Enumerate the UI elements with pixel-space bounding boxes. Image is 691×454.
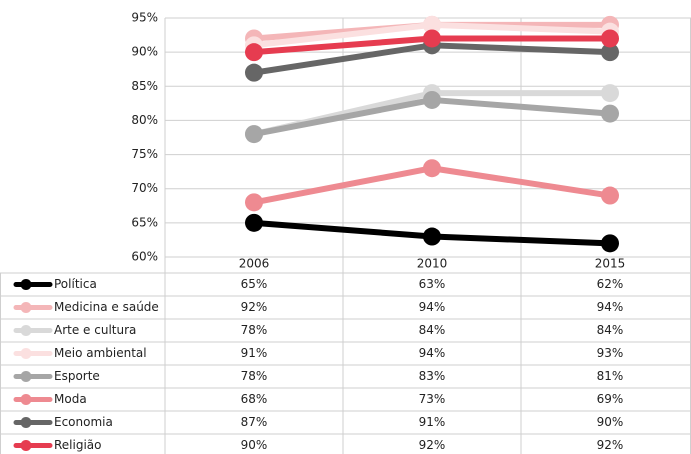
table-cell: 94% xyxy=(597,300,624,314)
legend-label: Arte e cultura xyxy=(54,323,136,337)
data-point xyxy=(245,63,263,82)
table-cell: 91% xyxy=(241,346,268,360)
y-tick-label: 65% xyxy=(131,215,158,229)
table-cell: 68% xyxy=(241,392,268,406)
legend-label: Religião xyxy=(54,438,102,452)
x-tick-label: 2010 xyxy=(417,257,448,271)
y-tick-label: 75% xyxy=(131,147,158,161)
data-point xyxy=(423,29,441,48)
data-point xyxy=(601,84,619,103)
table-cell: 92% xyxy=(241,300,268,314)
x-tick-label: 2015 xyxy=(595,257,626,271)
data-point xyxy=(423,159,441,178)
data-point xyxy=(245,213,263,232)
data-point xyxy=(601,104,619,123)
data-point xyxy=(423,90,441,109)
data-point xyxy=(601,186,619,205)
table-cell: 84% xyxy=(597,323,624,337)
legend-label: Moda xyxy=(54,392,87,406)
data-point xyxy=(601,29,619,48)
legend-marker xyxy=(20,348,32,359)
table-cell: 92% xyxy=(597,438,624,452)
data-point xyxy=(245,193,263,212)
legend-label: Meio ambiental xyxy=(54,346,147,360)
table-cell: 69% xyxy=(597,392,624,406)
legend-marker xyxy=(20,279,32,290)
table-cell: 93% xyxy=(597,346,624,360)
legend-marker xyxy=(20,325,32,336)
table-cell: 90% xyxy=(597,415,624,429)
table-cell: 73% xyxy=(419,392,446,406)
data-point xyxy=(601,234,619,253)
legend-marker xyxy=(20,394,32,405)
data-point xyxy=(423,227,441,246)
table-cell: 63% xyxy=(419,277,446,291)
legend-marker xyxy=(20,371,32,382)
legend-marker xyxy=(20,302,32,313)
table-cell: 92% xyxy=(419,438,446,452)
table-cell: 87% xyxy=(241,415,268,429)
y-tick-label: 95% xyxy=(131,11,158,25)
data-point xyxy=(245,125,263,144)
legend-label: Política xyxy=(54,277,97,291)
legend-label: Economia xyxy=(54,415,113,429)
table-cell: 65% xyxy=(241,277,268,291)
legend-label: Medicina e saúde xyxy=(54,300,159,314)
data-point xyxy=(423,15,441,34)
data-point xyxy=(245,43,263,62)
legend-marker xyxy=(20,440,32,451)
table-cell: 81% xyxy=(597,369,624,383)
x-tick-label: 2006 xyxy=(239,257,270,271)
table-cell: 94% xyxy=(419,300,446,314)
legend-marker xyxy=(20,417,32,428)
y-tick-label: 90% xyxy=(131,45,158,59)
data-point xyxy=(601,43,619,62)
y-tick-label: 60% xyxy=(131,250,158,264)
y-tick-label: 80% xyxy=(131,113,158,127)
table-cell: 78% xyxy=(241,323,268,337)
table-cell: 78% xyxy=(241,369,268,383)
table-cell: 90% xyxy=(241,438,268,452)
table-cell: 83% xyxy=(419,369,446,383)
legend-label: Esporte xyxy=(54,369,100,383)
table-cell: 94% xyxy=(419,346,446,360)
table-cell: 91% xyxy=(419,415,446,429)
y-tick-label: 70% xyxy=(131,181,158,195)
y-tick-label: 85% xyxy=(131,79,158,93)
table-cell: 62% xyxy=(597,277,624,291)
table-cell: 84% xyxy=(419,323,446,337)
